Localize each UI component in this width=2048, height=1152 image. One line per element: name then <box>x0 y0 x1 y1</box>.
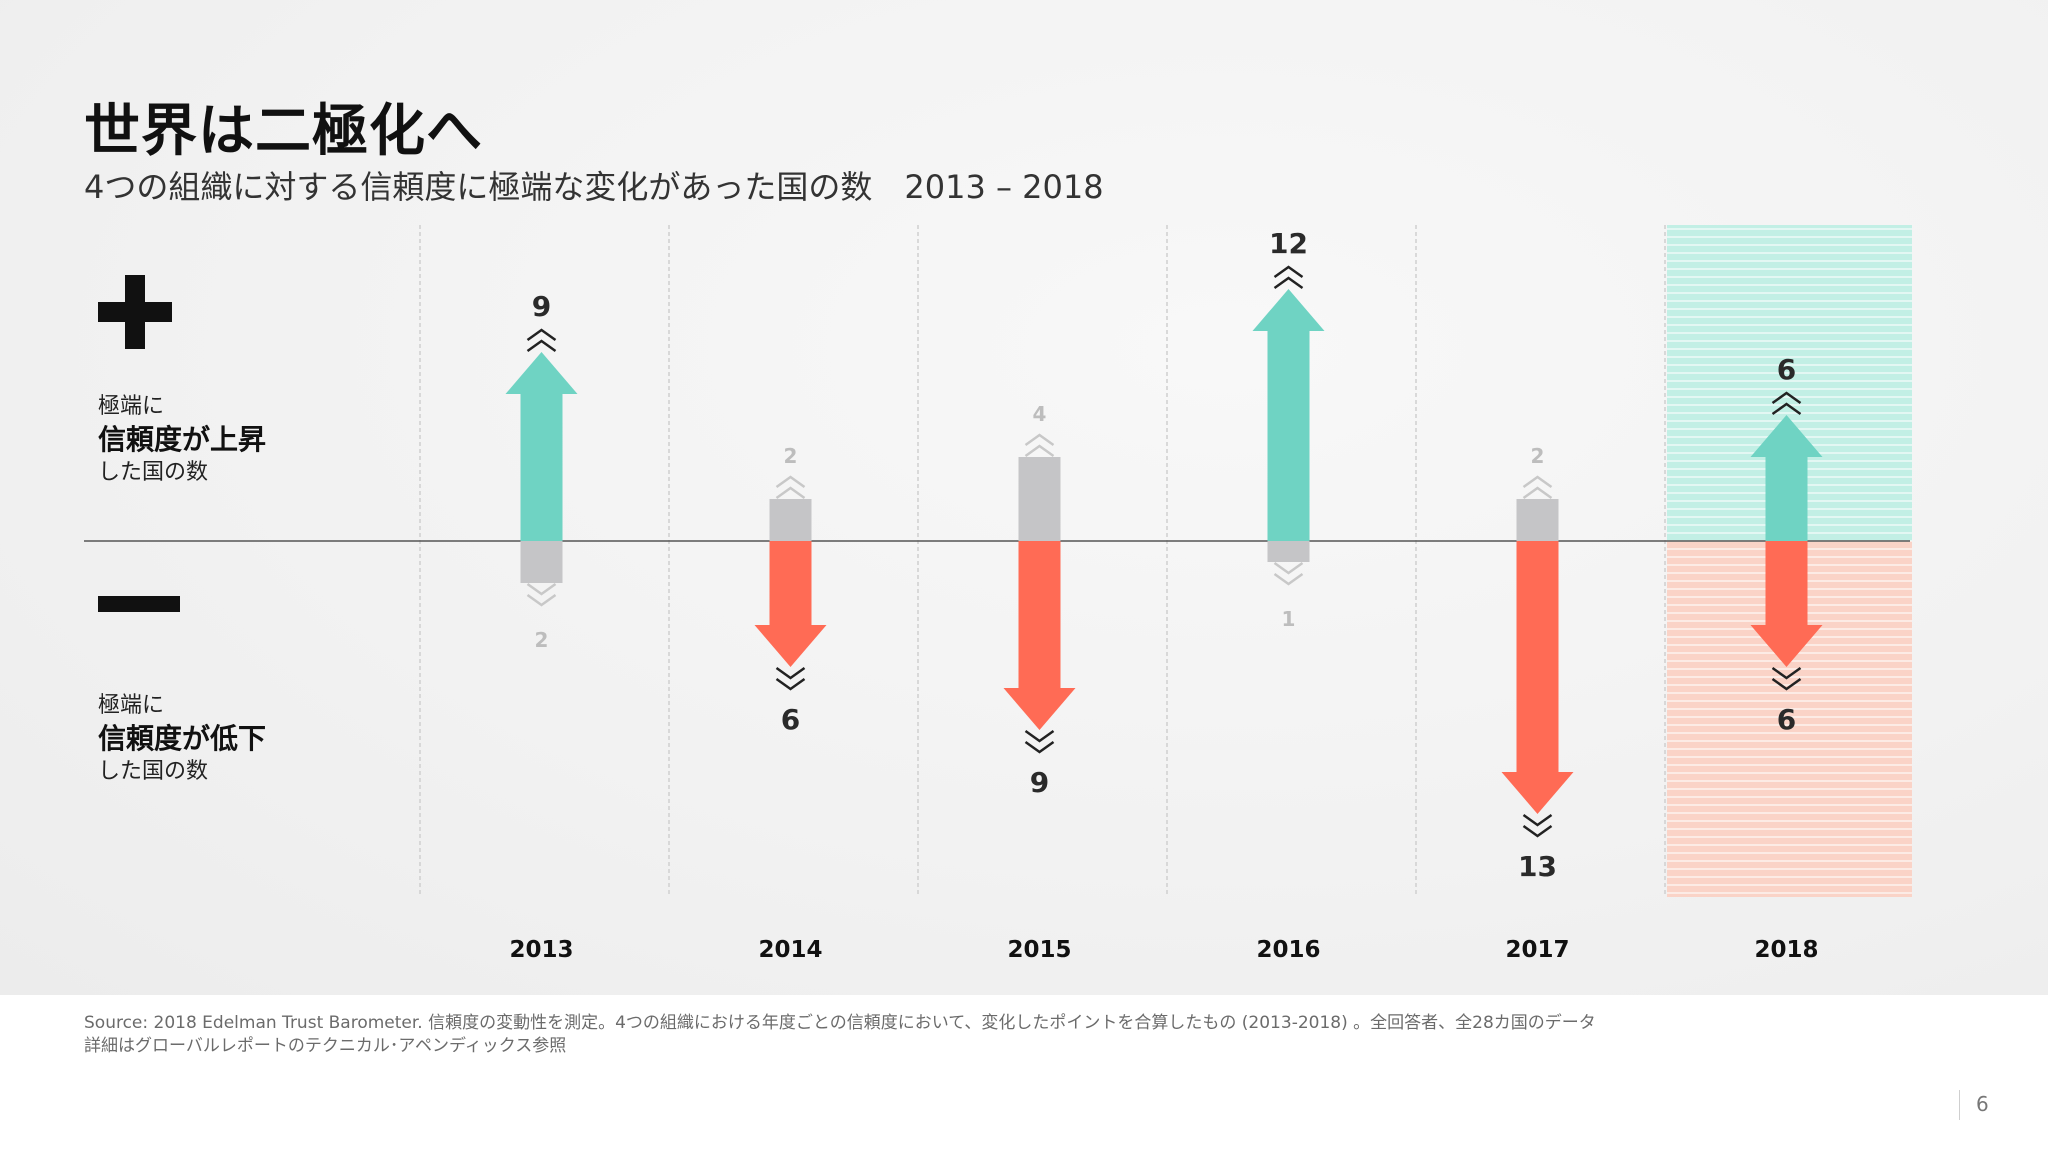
increase-bar-2017 <box>1516 499 1559 541</box>
decrease-value-2015: 9 <box>1030 766 1049 799</box>
decrease-value-2014: 6 <box>781 703 800 736</box>
chevron-down-icon <box>1273 561 1304 575</box>
decrease-arrow-head-2015 <box>1003 688 1076 730</box>
increase-arrow-head-2013 <box>505 352 578 394</box>
chevron-up-icon <box>775 475 806 489</box>
source-note: Source: 2018 Edelman Trust Barometer. 信頼… <box>84 1012 1596 1058</box>
increase-value-2017: 2 <box>1531 444 1545 468</box>
page-number: 6 <box>1976 1092 1989 1116</box>
chevron-down-icon <box>1522 813 1553 827</box>
decrease-value-2017: 13 <box>1518 850 1557 883</box>
increase-value-2013: 9 <box>532 290 551 323</box>
decrease-value-2016: 1 <box>1282 607 1296 631</box>
decrease-arrow-2015 <box>1018 541 1061 688</box>
chevron-down-icon <box>1024 740 1055 754</box>
minus-icon <box>98 596 180 612</box>
chevron-down-icon <box>1522 824 1553 838</box>
increase-value-2016: 12 <box>1269 227 1308 260</box>
increase-label: 極端に 信頼度が上昇 した国の数 <box>98 390 266 489</box>
decrease-arrow-2018 <box>1765 541 1808 625</box>
decrease-label: 極端に 信頼度が低下 した国の数 <box>98 689 266 788</box>
year-label-2018: 2018 <box>1754 937 1818 963</box>
increase-arrow-2013 <box>520 394 563 541</box>
increase-arrow-head-2016 <box>1252 289 1325 331</box>
increase-label-line3: した国の数 <box>98 460 209 485</box>
page-number-divider <box>1959 1090 1960 1120</box>
increase-arrow-2016 <box>1267 331 1310 541</box>
decrease-arrow-head-2018 <box>1750 625 1823 667</box>
year-label-2016: 2016 <box>1256 937 1320 963</box>
increase-bar-2014 <box>769 499 812 541</box>
year-label-2014: 2014 <box>758 937 822 963</box>
chevron-up-icon <box>1522 486 1553 500</box>
chevron-up-icon <box>1024 433 1055 447</box>
chevron-up-icon <box>1273 276 1304 290</box>
year-label-2015: 2015 <box>1007 937 1071 963</box>
increase-arrow-head-2018 <box>1750 415 1823 457</box>
chevron-up-icon <box>526 328 557 342</box>
chevron-down-icon <box>526 582 557 596</box>
chevron-down-icon <box>1273 572 1304 586</box>
year-label-2017: 2017 <box>1505 937 1569 963</box>
decrease-label-line3: した国の数 <box>98 759 209 784</box>
source-line-1: Source: 2018 Edelman Trust Barometer. 信頼… <box>84 1013 1596 1033</box>
year-label-2013: 2013 <box>509 937 573 963</box>
chevron-up-icon <box>526 339 557 353</box>
decrease-arrow-head-2017 <box>1501 772 1574 814</box>
decrease-value-2013: 2 <box>535 628 549 652</box>
chevron-up-icon <box>1771 391 1802 405</box>
decrease-label-line2: 信頼度が低下 <box>98 722 267 755</box>
increase-label-line2: 信頼度が上昇 <box>98 423 267 456</box>
increase-arrow-2018 <box>1765 457 1808 541</box>
increase-value-2015: 4 <box>1033 402 1047 426</box>
decrease-value-2018: 6 <box>1777 703 1796 736</box>
decrease-arrow-head-2014 <box>754 625 827 667</box>
increase-bar-2015 <box>1018 457 1061 541</box>
chevron-down-icon <box>775 677 806 691</box>
chevron-up-icon <box>1771 402 1802 416</box>
decrease-arrow-2017 <box>1516 541 1559 772</box>
chevron-up-icon <box>1273 265 1304 279</box>
plus-icon-vertical <box>125 275 145 349</box>
increase-value-2014: 2 <box>784 444 798 468</box>
decrease-arrow-2014 <box>769 541 812 625</box>
chevron-down-icon <box>526 593 557 607</box>
polarization-chart: 9 2 2013 2 6 2014 4 9 2015 12 1 2016 2 13 2017 6 6 2018 <box>84 225 1912 963</box>
increase-label-line1: 極端に <box>98 394 165 419</box>
chevron-down-icon <box>1771 677 1802 691</box>
page-title: 世界は二極化へ <box>84 99 483 164</box>
page-subtitle: 4つの組織に対する信頼度に極端な変化があった国の数 2013 – 2018 <box>84 168 1104 206</box>
source-line-2: 詳細はグローバルレポートのテクニカル･アペンディックス参照 <box>84 1036 567 1056</box>
chevron-down-icon <box>1771 666 1802 680</box>
increase-value-2018: 6 <box>1777 353 1796 386</box>
chevron-up-icon <box>1522 475 1553 489</box>
chevron-up-icon <box>1024 444 1055 458</box>
chevron-up-icon <box>775 486 806 500</box>
decrease-label-line1: 極端に <box>98 693 165 718</box>
chevron-down-icon <box>775 666 806 680</box>
chevron-down-icon <box>1024 729 1055 743</box>
decrease-bar-2013 <box>520 541 563 583</box>
decrease-bar-2016 <box>1267 541 1310 562</box>
